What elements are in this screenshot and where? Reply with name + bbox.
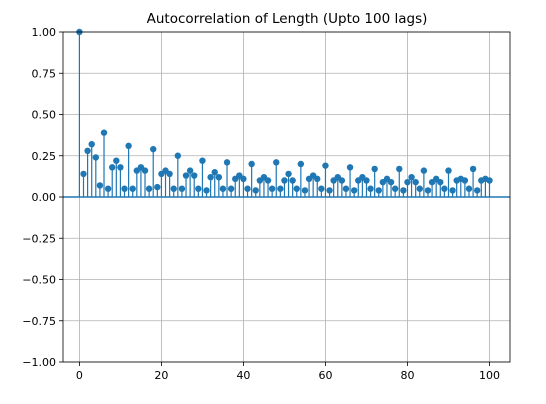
stems — [78, 32, 491, 197]
stem-marker — [129, 185, 136, 192]
stem-marker — [203, 187, 210, 194]
stem-marker — [289, 177, 296, 184]
stem-marker — [338, 177, 346, 184]
stem-marker — [88, 141, 95, 148]
stem-marker — [125, 142, 132, 150]
y-tick-label: 0.25 — [32, 150, 57, 163]
stem-marker — [145, 185, 153, 192]
stem-marker — [104, 185, 112, 192]
x-tick-label: 60 — [318, 369, 332, 382]
y-tick-label: 1.00 — [32, 26, 57, 39]
stem-marker — [387, 178, 395, 186]
y-tick-label: −0.50 — [22, 274, 56, 287]
stem-marker — [109, 164, 116, 171]
stem-marker — [371, 165, 378, 173]
stem-marker — [191, 172, 198, 179]
stem-marker — [117, 164, 124, 171]
stem-marker — [154, 183, 161, 191]
stem-marker — [92, 154, 100, 161]
stem-marker — [465, 185, 473, 192]
stem-marker — [141, 167, 149, 174]
stem-marker — [293, 185, 300, 192]
stem-marker — [285, 170, 292, 178]
stem-marker — [412, 178, 419, 186]
stem-marker — [346, 164, 354, 171]
stem-marker — [240, 175, 247, 183]
stem-marker — [219, 185, 227, 192]
stem-marker — [314, 175, 321, 183]
stem-marker — [96, 182, 104, 189]
x-tick-label: 40 — [236, 369, 250, 382]
axes: 0 20 40 60 80 100 −1.00 −0.75 −0.50 −0.25 0.00 0.25… — [22, 26, 500, 382]
stem-marker — [215, 174, 223, 181]
stem-marker — [244, 185, 251, 192]
stem-marker — [297, 160, 305, 168]
stem-marker — [396, 165, 403, 173]
chart-title: Autocorrelation of Length (Upto 100 lags… — [147, 11, 428, 27]
stem-marker — [252, 187, 259, 194]
stem-marker — [437, 178, 444, 186]
x-tick-label: 80 — [400, 369, 414, 382]
stem-marker — [264, 177, 272, 184]
stem-marker — [211, 169, 218, 176]
stem-marker — [84, 147, 91, 154]
plot-frame — [62, 31, 511, 363]
stem-marker — [404, 178, 411, 186]
stem-marker — [322, 162, 329, 169]
stem-marker — [268, 185, 276, 192]
stem-marker — [281, 177, 288, 184]
stem-marker — [400, 187, 407, 194]
y-tick-label: −0.75 — [22, 315, 56, 328]
stem-marker — [375, 187, 382, 194]
stem-marker — [469, 165, 477, 173]
stem-marker — [113, 157, 120, 164]
stem-marker — [166, 170, 173, 178]
stem-marker — [273, 159, 280, 166]
stem-marker — [473, 187, 481, 194]
stem-marker — [445, 167, 452, 174]
y-tick-label: −1.00 — [22, 356, 56, 369]
stem-marker — [195, 185, 202, 192]
stem-marker — [342, 185, 350, 192]
stem-marker — [420, 167, 428, 174]
stem-marker — [150, 145, 157, 153]
stem-marker — [441, 185, 448, 192]
stem-marker — [182, 172, 190, 179]
stem-marker — [207, 174, 214, 181]
stem-marker — [367, 185, 374, 192]
stem-marker — [100, 129, 108, 136]
stem-marker — [80, 170, 87, 178]
stem-marker — [277, 185, 284, 192]
stem-marker — [121, 185, 128, 192]
stem-marker — [416, 185, 423, 192]
stem-marker — [449, 187, 456, 194]
x-tick-label: 0 — [76, 369, 83, 382]
stem-marker — [174, 152, 182, 159]
stem-marker — [227, 185, 235, 192]
y-tick-label: 0.00 — [32, 191, 57, 204]
stem-marker — [326, 187, 333, 194]
stem-marker — [424, 187, 432, 194]
x-tick-label: 100 — [479, 369, 500, 382]
stem-marker — [391, 185, 399, 192]
stem-marker — [461, 177, 469, 184]
y-tick-label: 0.75 — [32, 67, 57, 80]
stem-marker — [223, 159, 231, 166]
markers — [76, 28, 493, 194]
stem-marker — [301, 187, 309, 194]
stem-marker — [170, 185, 177, 192]
stem-marker — [486, 177, 493, 184]
stem-marker — [363, 177, 370, 184]
stem-marker — [199, 157, 206, 164]
stem-marker — [178, 185, 186, 192]
stem-marker — [248, 160, 255, 168]
y-tick-label: −0.25 — [22, 232, 56, 245]
stem-marker — [186, 167, 194, 174]
stem-marker — [318, 185, 325, 192]
x-tick-label: 20 — [154, 369, 168, 382]
stem-marker — [350, 187, 358, 194]
y-tick-label: 0.50 — [32, 109, 57, 122]
stem-marker — [408, 174, 415, 181]
